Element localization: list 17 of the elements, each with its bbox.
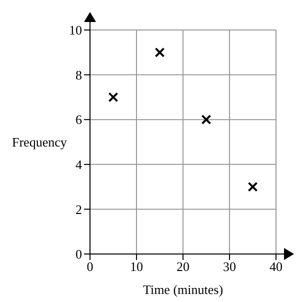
x-tick-label: 40 bbox=[270, 259, 282, 274]
x-tick-label: 20 bbox=[176, 259, 190, 274]
x-tick-label: 10 bbox=[130, 259, 143, 274]
point bbox=[248, 182, 258, 192]
y-tick-label: 10 bbox=[69, 22, 82, 38]
point bbox=[108, 92, 118, 102]
y-tick-label: 6 bbox=[76, 112, 82, 128]
x-tick-label: 30 bbox=[223, 259, 236, 274]
point bbox=[154, 47, 165, 58]
x-axis-title: Time (minutes) bbox=[142, 282, 224, 297]
y-tick-label: 4 bbox=[76, 157, 82, 172]
y-tick-label: 0 bbox=[76, 246, 82, 262]
y-axis-title: Frequency bbox=[12, 134, 68, 150]
x-tick-label: 0 bbox=[86, 259, 94, 274]
y-tick-label: 2 bbox=[76, 202, 82, 217]
point bbox=[201, 114, 212, 125]
y-tick-label: 8 bbox=[76, 67, 82, 82]
